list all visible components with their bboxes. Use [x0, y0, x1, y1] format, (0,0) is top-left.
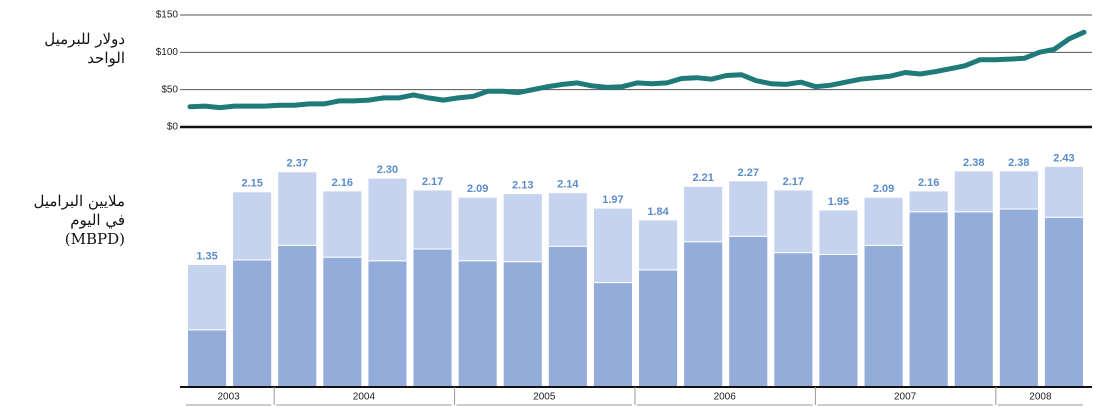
bar-segment	[277, 244, 318, 388]
bar-segment	[322, 190, 363, 258]
total-label: 1.95	[828, 196, 849, 208]
bar-segment	[773, 189, 814, 254]
bar-segment	[232, 259, 273, 388]
bar-segment	[863, 244, 904, 388]
bar-segment	[728, 180, 769, 237]
total-label: 2.37	[287, 158, 308, 170]
label-line: (MBPD)	[64, 230, 125, 248]
total-label: 1.97	[602, 194, 623, 206]
bar-segment	[412, 248, 453, 388]
total-label: 2.14	[557, 179, 579, 191]
bar-segment	[412, 189, 453, 250]
total-label: 2.27	[738, 167, 759, 179]
total-label: 2.38	[1008, 157, 1029, 169]
bar-segment	[277, 171, 318, 246]
y-axis-label: ملايين البراميل في اليوم (MBPD)	[33, 192, 125, 249]
year-label: 2006	[714, 392, 737, 403]
y-tick-label: $50	[161, 84, 178, 95]
year-label: 2004	[353, 392, 376, 403]
bar-segment	[457, 196, 498, 262]
total-label: 2.30	[377, 164, 398, 176]
total-label: 2.17	[783, 176, 804, 188]
bar-segment	[638, 219, 679, 271]
bar-segment	[953, 211, 994, 388]
total-label: 2.16	[332, 177, 353, 189]
total-label: 2.15	[241, 178, 262, 190]
bar-segment	[818, 209, 859, 255]
total-label: 2.13	[512, 180, 533, 192]
bar-segment	[953, 170, 994, 213]
year-label: 2008	[1029, 392, 1052, 403]
bar-segment	[232, 191, 273, 261]
bar-segment	[547, 245, 588, 388]
bar-segment	[728, 235, 769, 388]
bar-segment	[502, 261, 543, 388]
year-label: 2005	[533, 392, 556, 403]
bar-segment	[457, 260, 498, 388]
total-label: 1.84	[647, 206, 669, 218]
bar-segment	[1043, 216, 1085, 388]
total-label: 1.35	[196, 250, 217, 262]
total-label: 2.21	[692, 172, 713, 184]
bar-segment	[547, 192, 588, 247]
bar-segment	[998, 208, 1039, 388]
y-tick-label: $150	[156, 10, 179, 21]
y-axis-label: دولار للبرميل الواحد	[44, 30, 125, 68]
label-line: دولار للبرميل	[44, 30, 125, 48]
y-tick-label: $100	[156, 47, 179, 58]
bar-segment	[818, 253, 859, 388]
bar-segment	[367, 260, 408, 388]
bar-segment	[908, 211, 949, 388]
total-label: 2.17	[422, 176, 443, 188]
total-label: 2.09	[873, 183, 894, 195]
bar-segment	[683, 241, 724, 388]
bar-segment	[638, 269, 679, 388]
bar-segment	[998, 170, 1039, 210]
bar-segment	[187, 263, 228, 331]
bar-segment	[592, 207, 634, 284]
bar-segment	[773, 252, 814, 388]
year-label: 2007	[894, 392, 917, 403]
bar-segment	[367, 177, 408, 262]
bar-segment	[863, 196, 904, 246]
label-line: ملايين البراميل	[33, 192, 125, 210]
bar-segment	[187, 329, 228, 388]
total-label: 2.38	[963, 157, 984, 169]
bar-segment	[1043, 165, 1085, 218]
label-line: في اليوم	[70, 211, 125, 229]
bar-segment	[322, 256, 363, 388]
year-label: 2003	[217, 392, 240, 403]
label-line: الواحد	[87, 49, 125, 67]
bar-segment	[908, 190, 949, 213]
bar-segment	[592, 282, 634, 388]
bar-segment	[683, 185, 724, 243]
total-label: 2.43	[1053, 152, 1074, 164]
total-label: 2.16	[918, 177, 939, 189]
price-line	[187, 29, 1087, 111]
bar-segment	[502, 193, 543, 263]
y-tick-label: $0	[167, 122, 179, 133]
total-label: 2.09	[467, 183, 488, 195]
